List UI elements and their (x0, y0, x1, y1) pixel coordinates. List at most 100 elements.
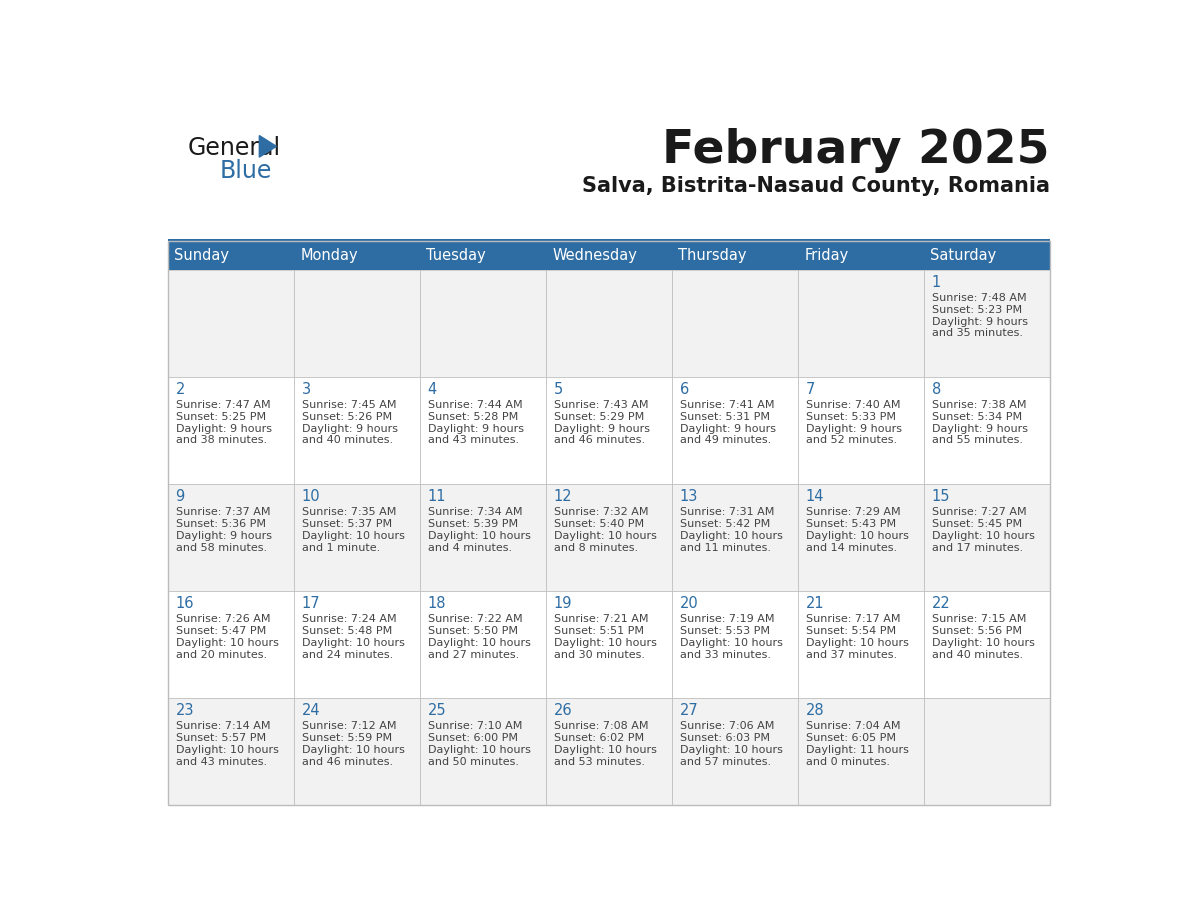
FancyBboxPatch shape (672, 241, 798, 270)
FancyBboxPatch shape (293, 699, 419, 805)
Text: and 11 minutes.: and 11 minutes. (680, 543, 771, 553)
Text: Daylight: 10 hours: Daylight: 10 hours (680, 744, 783, 755)
Text: and 8 minutes.: and 8 minutes. (554, 543, 638, 553)
FancyBboxPatch shape (545, 270, 672, 377)
Text: and 46 minutes.: and 46 minutes. (302, 756, 393, 767)
Text: Sunrise: 7:31 AM: Sunrise: 7:31 AM (680, 507, 773, 517)
Text: Daylight: 9 hours: Daylight: 9 hours (805, 423, 902, 433)
Text: Sunrise: 7:14 AM: Sunrise: 7:14 AM (176, 721, 270, 731)
Text: and 46 minutes.: and 46 minutes. (554, 435, 645, 445)
FancyBboxPatch shape (924, 699, 1050, 805)
FancyBboxPatch shape (168, 591, 293, 699)
Text: Sunset: 5:57 PM: Sunset: 5:57 PM (176, 733, 266, 743)
Text: Sunrise: 7:44 AM: Sunrise: 7:44 AM (428, 399, 523, 409)
Text: 4: 4 (428, 382, 437, 397)
Text: Sunrise: 7:15 AM: Sunrise: 7:15 AM (931, 614, 1026, 623)
Text: Sunrise: 7:40 AM: Sunrise: 7:40 AM (805, 399, 901, 409)
Text: 15: 15 (931, 489, 950, 504)
Text: Sunset: 6:02 PM: Sunset: 6:02 PM (554, 733, 644, 743)
Text: 24: 24 (302, 703, 321, 718)
Text: Daylight: 10 hours: Daylight: 10 hours (176, 638, 278, 647)
Text: Sunrise: 7:10 AM: Sunrise: 7:10 AM (428, 721, 522, 731)
FancyBboxPatch shape (672, 485, 798, 591)
Text: Sunset: 5:37 PM: Sunset: 5:37 PM (302, 519, 392, 529)
FancyBboxPatch shape (924, 270, 1050, 377)
Text: 28: 28 (805, 703, 824, 718)
FancyBboxPatch shape (924, 591, 1050, 699)
Text: 27: 27 (680, 703, 699, 718)
Text: Sunrise: 7:35 AM: Sunrise: 7:35 AM (302, 507, 396, 517)
FancyBboxPatch shape (419, 699, 545, 805)
FancyBboxPatch shape (798, 699, 924, 805)
FancyBboxPatch shape (293, 591, 419, 699)
Text: Sunrise: 7:32 AM: Sunrise: 7:32 AM (554, 507, 649, 517)
Text: and 4 minutes.: and 4 minutes. (428, 543, 512, 553)
Text: 2: 2 (176, 382, 185, 397)
Text: Daylight: 10 hours: Daylight: 10 hours (805, 638, 909, 647)
Text: Daylight: 10 hours: Daylight: 10 hours (805, 531, 909, 541)
Text: Sunrise: 7:29 AM: Sunrise: 7:29 AM (805, 507, 901, 517)
Text: Sunset: 5:40 PM: Sunset: 5:40 PM (554, 519, 644, 529)
Text: Daylight: 10 hours: Daylight: 10 hours (428, 638, 531, 647)
Text: and 30 minutes.: and 30 minutes. (554, 650, 645, 659)
Text: Daylight: 9 hours: Daylight: 9 hours (554, 423, 650, 433)
Text: Sunset: 5:36 PM: Sunset: 5:36 PM (176, 519, 266, 529)
Text: 18: 18 (428, 596, 447, 611)
Text: General: General (188, 136, 280, 160)
Text: Salva, Bistrita-Nasaud County, Romania: Salva, Bistrita-Nasaud County, Romania (582, 175, 1050, 196)
Text: 13: 13 (680, 489, 699, 504)
Text: Sunrise: 7:08 AM: Sunrise: 7:08 AM (554, 721, 649, 731)
Text: and 33 minutes.: and 33 minutes. (680, 650, 771, 659)
Text: Sunset: 5:25 PM: Sunset: 5:25 PM (176, 411, 266, 421)
FancyBboxPatch shape (798, 591, 924, 699)
Text: Sunrise: 7:27 AM: Sunrise: 7:27 AM (931, 507, 1026, 517)
FancyBboxPatch shape (672, 591, 798, 699)
Text: Sunset: 5:34 PM: Sunset: 5:34 PM (931, 411, 1022, 421)
FancyBboxPatch shape (168, 485, 293, 591)
Text: and 38 minutes.: and 38 minutes. (176, 435, 267, 445)
Text: Sunset: 5:56 PM: Sunset: 5:56 PM (931, 626, 1022, 635)
Text: and 40 minutes.: and 40 minutes. (931, 650, 1023, 659)
Text: Wednesday: Wednesday (552, 248, 637, 263)
Text: February 2025: February 2025 (663, 128, 1050, 173)
Text: Daylight: 9 hours: Daylight: 9 hours (176, 423, 272, 433)
Text: Monday: Monday (301, 248, 358, 263)
Text: Sunset: 5:43 PM: Sunset: 5:43 PM (805, 519, 896, 529)
Text: Sunset: 5:45 PM: Sunset: 5:45 PM (931, 519, 1022, 529)
Text: Blue: Blue (220, 159, 272, 183)
Text: Daylight: 10 hours: Daylight: 10 hours (680, 531, 783, 541)
Text: Daylight: 10 hours: Daylight: 10 hours (931, 531, 1035, 541)
Text: Daylight: 10 hours: Daylight: 10 hours (554, 638, 657, 647)
Text: Saturday: Saturday (930, 248, 997, 263)
Text: Sunday: Sunday (175, 248, 229, 263)
Text: Daylight: 10 hours: Daylight: 10 hours (554, 531, 657, 541)
Text: 26: 26 (554, 703, 573, 718)
Text: Sunset: 5:23 PM: Sunset: 5:23 PM (931, 305, 1022, 315)
Text: Sunset: 5:33 PM: Sunset: 5:33 PM (805, 411, 896, 421)
FancyBboxPatch shape (672, 699, 798, 805)
Text: 17: 17 (302, 596, 321, 611)
Text: Sunrise: 7:47 AM: Sunrise: 7:47 AM (176, 399, 270, 409)
Text: 23: 23 (176, 703, 194, 718)
Text: Daylight: 9 hours: Daylight: 9 hours (931, 317, 1028, 327)
Text: 1: 1 (931, 274, 941, 290)
Text: Friday: Friday (804, 248, 848, 263)
FancyBboxPatch shape (545, 377, 672, 485)
FancyBboxPatch shape (545, 485, 672, 591)
Text: Sunset: 6:00 PM: Sunset: 6:00 PM (428, 733, 518, 743)
FancyBboxPatch shape (924, 485, 1050, 591)
Text: Daylight: 10 hours: Daylight: 10 hours (428, 531, 531, 541)
Text: Daylight: 10 hours: Daylight: 10 hours (302, 744, 404, 755)
FancyBboxPatch shape (419, 270, 545, 377)
Polygon shape (259, 136, 277, 157)
FancyBboxPatch shape (545, 591, 672, 699)
FancyBboxPatch shape (545, 241, 672, 270)
Text: and 43 minutes.: and 43 minutes. (428, 435, 519, 445)
Text: Sunrise: 7:04 AM: Sunrise: 7:04 AM (805, 721, 901, 731)
Text: Sunrise: 7:06 AM: Sunrise: 7:06 AM (680, 721, 773, 731)
Text: 5: 5 (554, 382, 563, 397)
Text: Daylight: 9 hours: Daylight: 9 hours (680, 423, 776, 433)
Text: Sunrise: 7:22 AM: Sunrise: 7:22 AM (428, 614, 523, 623)
Text: Sunrise: 7:24 AM: Sunrise: 7:24 AM (302, 614, 397, 623)
FancyBboxPatch shape (168, 239, 1050, 241)
